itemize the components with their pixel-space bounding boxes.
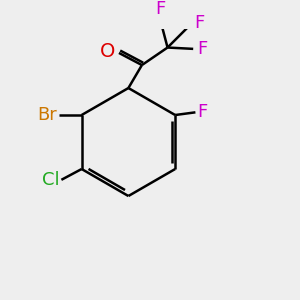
Text: Cl: Cl — [42, 171, 60, 189]
Text: O: O — [100, 42, 115, 61]
Text: F: F — [197, 40, 208, 58]
Text: F: F — [194, 14, 205, 32]
Text: F: F — [156, 0, 166, 18]
Text: F: F — [197, 103, 207, 121]
Text: Br: Br — [38, 106, 57, 124]
